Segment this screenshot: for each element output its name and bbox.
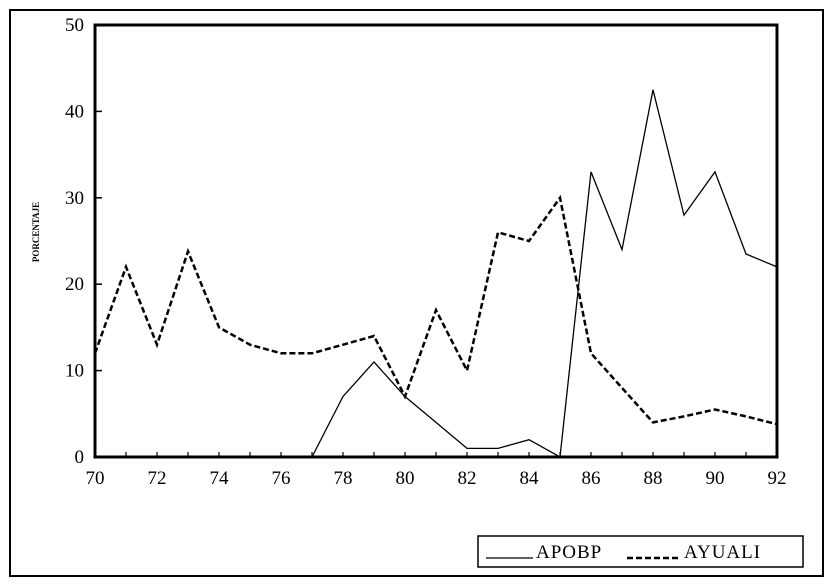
- x-tick-label: 70: [86, 468, 105, 489]
- plot-border: [93, 23, 779, 459]
- legend-box: [477, 535, 804, 568]
- x-tick-label: 80: [396, 468, 415, 489]
- x-axis-ticks: 70 72 74 76 78 80 82 84 86 88 90 92: [86, 452, 787, 489]
- x-tick-label: 82: [458, 468, 477, 489]
- chart-frame: [9, 9, 824, 577]
- plot-area: [93, 23, 779, 459]
- x-tick-label: 84: [520, 468, 540, 489]
- legend: APOBP AYUALI: [477, 535, 804, 568]
- y-axis-ticks: 0 10 20 30 40 50: [65, 15, 102, 468]
- x-tick-label: 74: [210, 468, 230, 489]
- series-line-ayuali: [93, 194, 778, 426]
- y-tick-label: 50: [65, 15, 84, 36]
- x-tick-label: 86: [582, 468, 601, 489]
- x-tick-label: 72: [148, 468, 167, 489]
- y-tick-label: 40: [65, 101, 84, 122]
- legend-label-ayuali: AYUALI: [684, 542, 761, 563]
- y-tick-label: 10: [65, 361, 84, 382]
- series-line-apobp: [95, 89, 778, 459]
- y-tick-label: 20: [65, 274, 84, 295]
- y-tick-label: 30: [65, 188, 84, 209]
- x-tick-label: 78: [334, 468, 353, 489]
- x-tick-label: 90: [706, 468, 725, 489]
- legend-label-apobp: APOBP: [536, 542, 602, 563]
- x-tick-label: 92: [768, 468, 787, 489]
- y-axis-label: PORCENTAJE: [31, 202, 41, 262]
- x-tick-label: 88: [644, 468, 663, 489]
- series-lines: [93, 89, 778, 459]
- y-tick-label: 0: [75, 447, 85, 468]
- x-tick-label: 76: [272, 468, 291, 489]
